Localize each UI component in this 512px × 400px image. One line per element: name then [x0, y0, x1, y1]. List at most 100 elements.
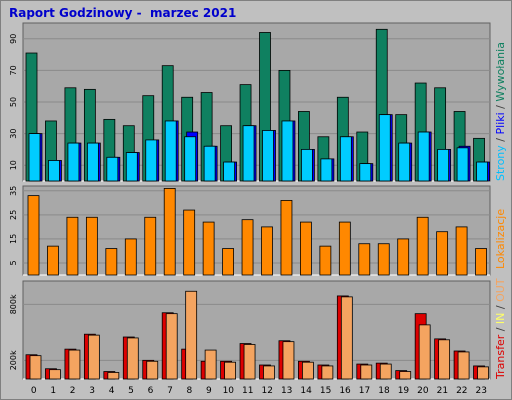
sites-bar	[455, 226, 468, 276]
out-bar	[165, 313, 178, 380]
pages-bar	[359, 163, 372, 182]
legend-part: Pliki	[494, 112, 507, 135]
pages-bar	[437, 148, 450, 182]
pages-bar	[476, 161, 488, 182]
pages-bar	[262, 130, 274, 182]
hour-label: 23	[476, 386, 487, 396]
panel-kbytes	[22, 280, 491, 380]
report-title: Raport Godzinowy - marzec 2021	[9, 6, 237, 20]
pages-bar	[378, 114, 391, 182]
out-bar	[185, 290, 198, 380]
sites-bar	[47, 245, 59, 276]
out-bar	[360, 364, 373, 380]
pages-bar	[203, 145, 216, 182]
hour-label: 19	[398, 386, 410, 396]
hits-tick-label: 50	[9, 97, 18, 107]
legend-part: /	[494, 134, 507, 146]
sites-bar	[202, 221, 215, 276]
legend-part: OUT	[494, 278, 507, 302]
hour-label: 9	[206, 386, 212, 396]
out-bar	[204, 349, 217, 380]
pages-bar	[281, 120, 294, 182]
pages-bar	[417, 131, 430, 182]
out-bar	[457, 351, 470, 380]
sites-bar	[319, 245, 332, 276]
hour-label: 22	[456, 386, 467, 396]
hour-label: 20	[417, 386, 429, 396]
legend-part: Wywołania	[494, 42, 507, 102]
legend-part: /	[494, 324, 507, 335]
legend-transfer: Transfer / IN / OUT	[494, 278, 507, 379]
hour-label: 13	[281, 386, 292, 396]
hits-tick-label: 70	[9, 65, 18, 75]
sites-bar	[377, 243, 390, 276]
out-bar	[146, 360, 159, 380]
hour-label: 14	[300, 386, 312, 396]
out-bar	[438, 339, 451, 380]
sites-bar	[27, 195, 40, 276]
sites-bar	[475, 248, 487, 276]
pages-bar	[106, 156, 119, 182]
pages-bar	[242, 125, 255, 182]
hour-label: 11	[242, 386, 253, 396]
pages-bar	[456, 147, 469, 182]
sites-bar	[358, 243, 371, 276]
sites-tick-label: 35	[9, 186, 18, 196]
out-bar	[107, 372, 120, 380]
hour-label: 21	[437, 386, 448, 396]
sites-bar	[338, 221, 351, 276]
pages-bar	[28, 133, 41, 182]
sites-bar	[105, 248, 118, 276]
pages-bar	[48, 160, 60, 182]
pages-bar	[145, 139, 158, 182]
pages-bar	[301, 148, 313, 182]
hour-label: 8	[187, 386, 193, 396]
sites-tick-label: 25	[9, 210, 18, 220]
hour-label: 7	[167, 386, 173, 396]
pages-bar	[398, 142, 411, 182]
sites-bar	[436, 231, 449, 276]
out-bar	[224, 361, 236, 380]
hour-label: 17	[359, 386, 370, 396]
out-bar	[126, 337, 139, 380]
kbytes-tick-label: 200k	[9, 350, 18, 370]
sites-bar	[416, 216, 429, 276]
legend-part: IN	[494, 312, 507, 325]
hits-tick-label: 90	[9, 34, 18, 44]
pages-bar	[223, 161, 235, 182]
legend-part: Transfer	[494, 334, 507, 379]
sites-bar	[183, 209, 196, 276]
out-bar	[399, 371, 412, 380]
hour-label: 16	[339, 386, 351, 396]
legend-part: Strony	[494, 145, 507, 181]
hour-label: 0	[31, 386, 37, 396]
out-bar	[418, 324, 431, 380]
hits-tick-label: 10	[9, 160, 18, 170]
out-bar	[243, 344, 256, 380]
hour-label: 4	[109, 386, 115, 396]
out-bar	[87, 334, 100, 380]
legend-part: /	[494, 101, 507, 113]
kbytes-tick-label: 800k	[9, 294, 18, 314]
out-bar	[29, 355, 42, 380]
sites-bar	[261, 226, 273, 276]
hour-label: 2	[70, 386, 76, 396]
pages-bar	[125, 152, 138, 182]
sites-bar	[124, 238, 137, 276]
sites-bar	[222, 248, 234, 276]
out-bar	[302, 361, 314, 380]
hour-label: 1	[50, 386, 56, 396]
pages-bar	[67, 142, 80, 182]
pages-bar	[164, 120, 177, 182]
hour-label: 5	[128, 386, 134, 396]
sites-bar	[85, 216, 98, 276]
hour-label: 15	[320, 386, 331, 396]
out-bar	[477, 366, 489, 380]
legend-part: Lokalizacje	[494, 208, 507, 269]
pages-bar	[339, 136, 352, 182]
sites-tick-label: 5	[9, 260, 18, 265]
sites-bar	[241, 219, 254, 276]
sites-bar	[280, 200, 293, 276]
legend-hits-files-pages: Strony / Pliki / Wywołania	[494, 42, 507, 181]
